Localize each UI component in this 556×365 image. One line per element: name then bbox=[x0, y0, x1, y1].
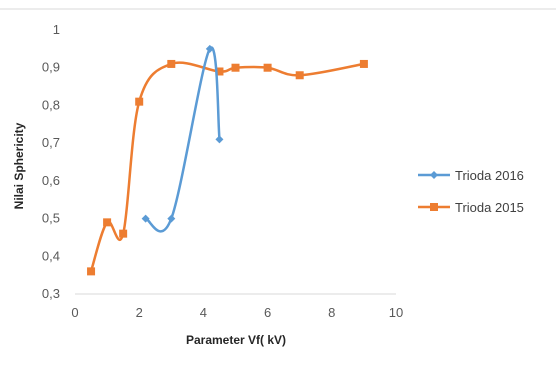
legend-item: Trioda 2015 bbox=[418, 200, 524, 215]
data-point bbox=[205, 44, 214, 53]
x-tick-label: 0 bbox=[71, 305, 78, 320]
legend-item: Trioda 2016 bbox=[418, 168, 524, 183]
series-line bbox=[89, 61, 365, 272]
legend: Trioda 2016 Trioda 2015 bbox=[418, 168, 524, 215]
y-tick-label: 0,8 bbox=[42, 97, 60, 112]
y-axis-title: Nilai Sphericity bbox=[12, 122, 26, 209]
data-point bbox=[215, 135, 224, 144]
legend-label: Trioda 2015 bbox=[455, 200, 524, 215]
y-tick-label: 1 bbox=[53, 22, 60, 37]
data-point bbox=[141, 214, 150, 223]
y-tick-label: 0,6 bbox=[42, 173, 60, 188]
series-line bbox=[144, 46, 221, 233]
x-axis-ticks: 0 2 4 6 8 10 bbox=[71, 305, 403, 320]
data-point bbox=[167, 59, 176, 68]
x-tick-label: 10 bbox=[389, 305, 403, 320]
data-point bbox=[263, 63, 272, 72]
x-tick-label: 4 bbox=[200, 305, 207, 320]
legend-marker bbox=[430, 203, 438, 211]
data-point bbox=[359, 59, 368, 68]
y-tick-label: 0,7 bbox=[42, 135, 60, 150]
x-tick-label: 6 bbox=[264, 305, 271, 320]
legend-label: Trioda 2016 bbox=[455, 168, 524, 183]
y-tick-label: 0,5 bbox=[42, 211, 60, 226]
data-point bbox=[295, 71, 304, 80]
x-tick-label: 2 bbox=[136, 305, 143, 320]
data-point bbox=[103, 218, 112, 227]
data-point bbox=[231, 63, 240, 72]
data-point bbox=[215, 67, 224, 76]
y-tick-label: 0,3 bbox=[42, 286, 60, 301]
plot-area bbox=[87, 44, 368, 276]
x-axis-title: Parameter Vf( kV) bbox=[186, 333, 286, 347]
series-trioda-2015 bbox=[87, 59, 368, 276]
y-tick-label: 0,9 bbox=[42, 60, 60, 75]
series-trioda-2016 bbox=[141, 44, 224, 233]
y-axis-ticks: 0,3 0,4 0,5 0,6 0,7 0,8 0,9 1 bbox=[42, 22, 60, 301]
data-point bbox=[135, 97, 144, 106]
legend-marker bbox=[430, 171, 438, 179]
y-tick-label: 0,4 bbox=[42, 248, 60, 263]
data-point bbox=[119, 229, 128, 238]
data-point bbox=[87, 267, 96, 276]
data-point bbox=[167, 214, 176, 223]
x-tick-label: 8 bbox=[328, 305, 335, 320]
